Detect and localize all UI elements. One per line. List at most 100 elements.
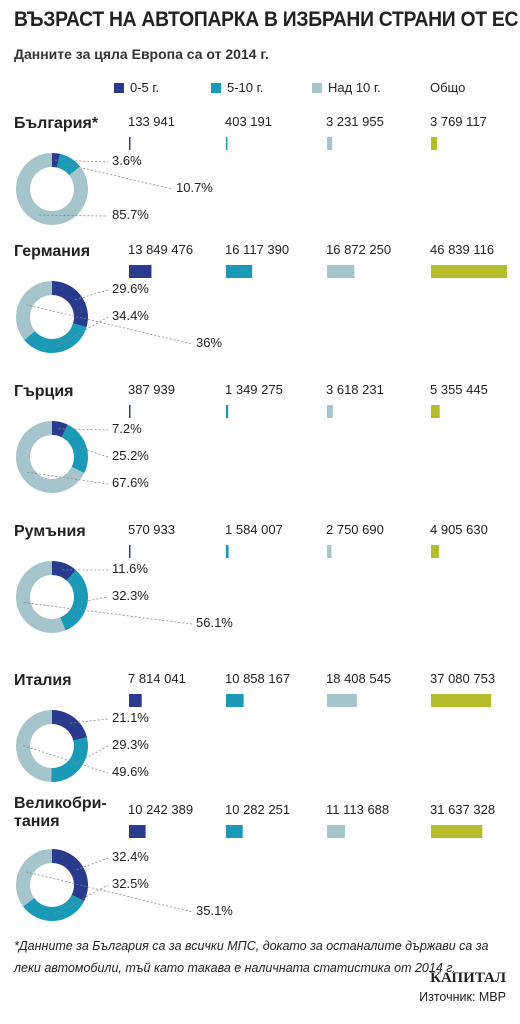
country-name: Гърция	[14, 383, 74, 400]
subtitle: Данните за цяла Европа са от 2014 г.	[14, 46, 269, 62]
value-label: 10 282 251	[225, 802, 291, 817]
bar	[226, 137, 228, 150]
leader-line	[25, 304, 193, 345]
value-label: 387 939	[128, 382, 175, 397]
country-name: Румъния	[14, 523, 86, 540]
share-label: 32.4%	[112, 849, 149, 864]
share-label: 85.7%	[112, 207, 149, 222]
value-label: 5 355 445	[430, 382, 488, 397]
legend-label: 0-5 г.	[130, 80, 160, 95]
value-label: 16 117 390	[225, 242, 290, 257]
bar	[431, 694, 492, 707]
value-label: 31 637 328	[430, 802, 496, 817]
donut-segment	[16, 153, 89, 226]
bar	[129, 265, 152, 278]
value-label: 133 941	[128, 114, 175, 129]
share-label: 29.6%	[112, 281, 149, 296]
value-label: 2 750 690	[326, 522, 384, 537]
bar	[226, 825, 243, 838]
donut-segment	[24, 323, 87, 353]
bar	[431, 545, 439, 558]
bar	[431, 825, 483, 838]
value-label: 11 113 688	[326, 802, 390, 817]
bar	[327, 545, 332, 558]
bar	[327, 137, 333, 150]
leader-line	[75, 289, 109, 301]
share-label: 56.1%	[196, 615, 233, 630]
value-label: 46 839 116	[430, 242, 495, 257]
bar	[129, 694, 142, 707]
share-label: 32.5%	[112, 876, 149, 891]
brand: КАПИТАЛ	[430, 970, 506, 986]
country-name: Германия	[14, 243, 91, 260]
share-label: 35.1%	[196, 903, 233, 918]
share-label: 34.4%	[112, 308, 149, 323]
bar	[129, 545, 131, 558]
value-label: 403 191	[225, 114, 272, 129]
bar	[327, 265, 355, 278]
donut-segment	[51, 737, 89, 782]
legend-swatch	[114, 83, 124, 93]
share-label: 67.6%	[112, 475, 149, 490]
share-label: 25.2%	[112, 448, 149, 463]
value-label: 3 618 231	[326, 382, 384, 397]
bar	[431, 137, 438, 150]
value-label: 10 242 389	[128, 802, 194, 817]
share-label: 29.3%	[112, 737, 149, 752]
bar	[129, 825, 146, 838]
donut-segment	[16, 710, 52, 782]
value-label: 16 872 250	[326, 242, 392, 257]
bar	[226, 545, 229, 558]
legend-label: Общо	[430, 80, 466, 95]
bar	[327, 694, 357, 707]
legend-swatch	[211, 83, 221, 93]
donut-segment	[61, 424, 88, 474]
donut-segment	[52, 710, 87, 741]
legend-swatch	[312, 83, 322, 93]
value-label: 3 231 955	[326, 114, 384, 129]
bar	[226, 694, 244, 707]
bar	[431, 265, 507, 278]
value-label: 1 584 007	[225, 522, 283, 537]
value-label: 3 769 117	[430, 114, 487, 129]
share-label: 36%	[196, 335, 223, 350]
footnote: *Данните за България са за всички МПС, д…	[14, 939, 489, 975]
share-label: 11.6%	[112, 561, 148, 576]
leader-line	[39, 214, 109, 217]
donut-segment	[52, 849, 89, 902]
share-label: 32.3%	[112, 588, 149, 603]
value-label: 10 858 167	[225, 671, 291, 686]
bar	[129, 137, 131, 150]
value-label: 1 349 275	[225, 382, 283, 397]
legend-label: Над 10 г.	[328, 80, 381, 95]
country-name: Великобри- тания	[14, 795, 107, 831]
donut-segment	[16, 849, 52, 907]
donut-segment	[52, 281, 88, 328]
leader-line	[80, 596, 109, 603]
leader-line	[22, 745, 109, 774]
bar	[327, 405, 333, 418]
bar	[327, 825, 346, 838]
leader-line	[76, 857, 109, 871]
leader-line	[26, 871, 193, 913]
country-name: Италия	[14, 672, 72, 689]
share-label: 10.7%	[176, 180, 213, 195]
value-label: 4 905 630	[430, 522, 488, 537]
value-label: 7 814 041	[128, 671, 186, 686]
leader-line	[23, 602, 193, 625]
share-label: 7.2%	[112, 421, 142, 436]
value-label: 37 080 753	[430, 671, 496, 686]
leader-line	[27, 471, 109, 485]
country-name: България*	[14, 115, 99, 132]
leader-line	[57, 316, 109, 346]
value-label: 18 408 545	[326, 671, 392, 686]
donut-segment	[60, 570, 89, 631]
donut-segment	[16, 281, 53, 340]
bar	[129, 405, 131, 418]
share-label: 49.6%	[112, 764, 149, 779]
share-label: 3.6%	[112, 153, 142, 168]
leader-line	[79, 447, 109, 458]
bar	[226, 265, 253, 278]
value-label: 570 933	[128, 522, 175, 537]
